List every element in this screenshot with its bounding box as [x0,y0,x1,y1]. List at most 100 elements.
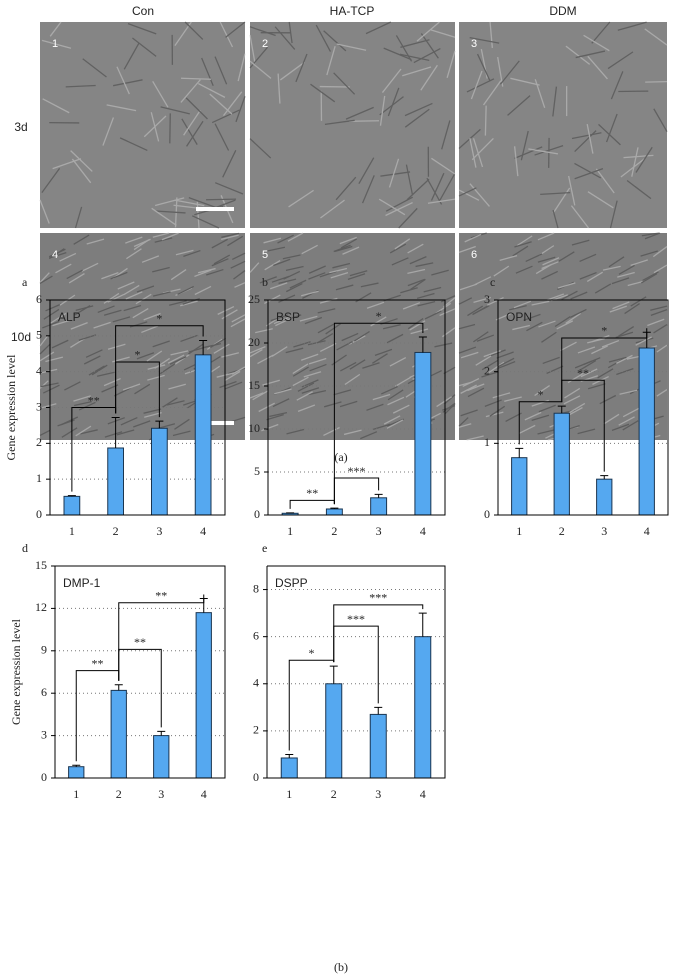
error-bar [557,405,566,414]
x-tick-label: 4 [644,524,650,538]
cell [608,256,625,268]
cell [499,254,518,261]
cell [595,168,615,194]
cell [258,402,275,413]
cell [249,26,276,37]
bar [280,757,298,779]
significance-label: * [309,646,315,660]
cell [334,245,353,253]
cell [458,417,469,427]
cell [293,341,311,348]
cell [301,244,318,255]
error-bar [600,475,609,480]
cell [611,423,630,431]
cell [460,384,477,394]
cell [523,313,541,321]
cell [174,354,190,366]
cell [495,312,513,321]
cell [641,232,660,237]
cell [656,388,668,397]
cell [619,389,638,395]
cell [116,429,135,436]
cell [615,331,634,339]
cell [569,308,587,318]
cell [611,277,630,285]
cell [583,357,601,366]
panel-letter: e [262,541,267,555]
cell [476,334,495,342]
bar [553,412,570,516]
cell [570,205,590,229]
cell [117,281,135,290]
cell [574,168,604,180]
cell [635,336,652,346]
cell [161,397,178,408]
cell [580,360,597,371]
cell [144,412,162,418]
cell [188,197,218,209]
cell [605,113,618,143]
cell [404,102,433,117]
cell [546,365,564,375]
cell [427,198,456,204]
cell [475,355,492,366]
cell [169,300,187,306]
y-tick-label: 20 [248,335,260,349]
cell [434,342,453,348]
cell [249,348,263,358]
y-tick-label: 15 [35,558,47,572]
row-label: 10d [11,330,31,344]
significance-label: ** [134,635,146,649]
significance-label: ** [92,656,104,670]
cell [78,334,97,341]
cell [125,236,143,244]
cell [196,201,200,229]
cell [443,366,456,375]
cell [641,273,658,284]
cell [65,84,96,88]
cell [39,272,50,284]
significance-bracket [289,499,335,509]
cell [389,243,407,254]
cell [640,250,659,257]
cell [141,325,159,334]
cell [317,308,336,314]
cell [564,387,581,399]
cell [83,355,101,365]
cell [470,70,483,100]
cell [214,56,228,85]
cell [603,413,620,425]
cell [652,246,668,258]
cell [41,168,61,194]
cell [270,314,289,322]
cell [387,396,405,406]
cell [329,267,348,274]
error-bar [374,493,383,498]
cell [264,259,281,271]
cell [152,340,170,348]
cell [642,271,659,282]
cell [518,424,536,435]
cell [299,315,318,322]
error-bar [418,612,427,637]
cell [289,279,307,289]
y-tick-label: 2 [484,363,490,377]
cell [175,249,194,256]
cell [326,46,336,76]
cell [85,349,103,358]
chart-title: BSP [276,310,300,324]
significance-label: ** [306,486,318,500]
cell [349,359,366,370]
cell [370,316,387,327]
cell [157,423,176,430]
cell [612,301,630,310]
cell [630,259,649,266]
cell [51,339,69,349]
error-bar [72,764,81,767]
cell [152,232,170,238]
cell [571,132,602,140]
cell [317,332,334,344]
cell [214,182,244,195]
cell [133,420,151,428]
y-tick-label: 25 [248,292,260,306]
